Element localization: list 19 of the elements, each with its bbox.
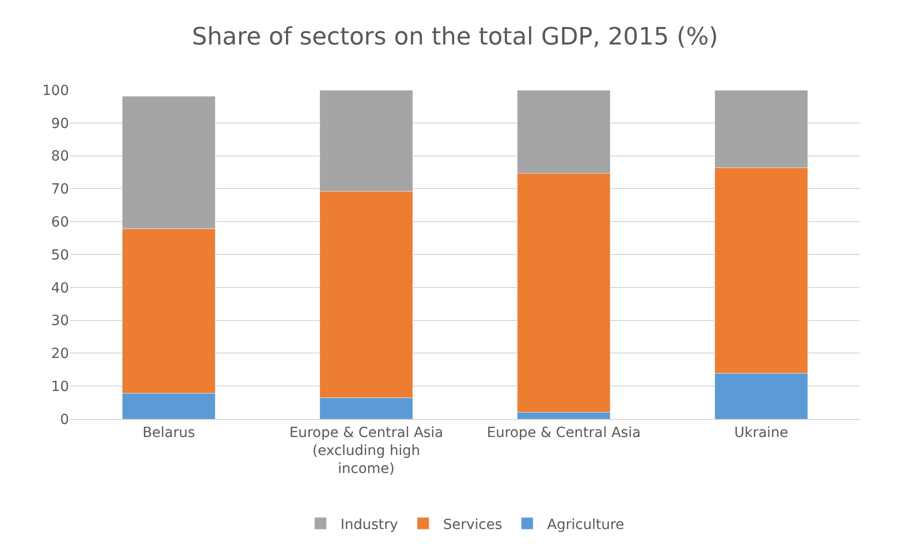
y-tick-label: 20 <box>51 346 69 362</box>
y-tick-label: 40 <box>51 280 69 296</box>
y-tick-label: 10 <box>51 379 69 395</box>
legend-label: Agriculture <box>547 516 624 533</box>
legend-label: Services <box>443 516 502 533</box>
y-tick-label: 60 <box>51 214 69 230</box>
x-tick-label: Europe & Central Asia <box>486 424 641 441</box>
y-tick-label: 50 <box>51 247 69 264</box>
x-tick-label: Belarus <box>142 424 196 441</box>
x-tick-label: Europe & Central Asia (excluding high income) <box>289 424 444 478</box>
x-tick-label: Ukraine <box>734 424 788 441</box>
y-tick-label: 80 <box>51 148 69 165</box>
y-tick-label: 0 <box>60 412 69 428</box>
y-tick-label: 100 <box>42 82 69 99</box>
chart-title: Share of sectors on the total GDP, 2015 (%) <box>192 22 718 50</box>
y-tick-label: 30 <box>51 313 69 330</box>
y-tick-label: 90 <box>51 116 69 132</box>
legend-label: Industry <box>340 516 398 533</box>
y-tick-label: 70 <box>51 182 69 198</box>
